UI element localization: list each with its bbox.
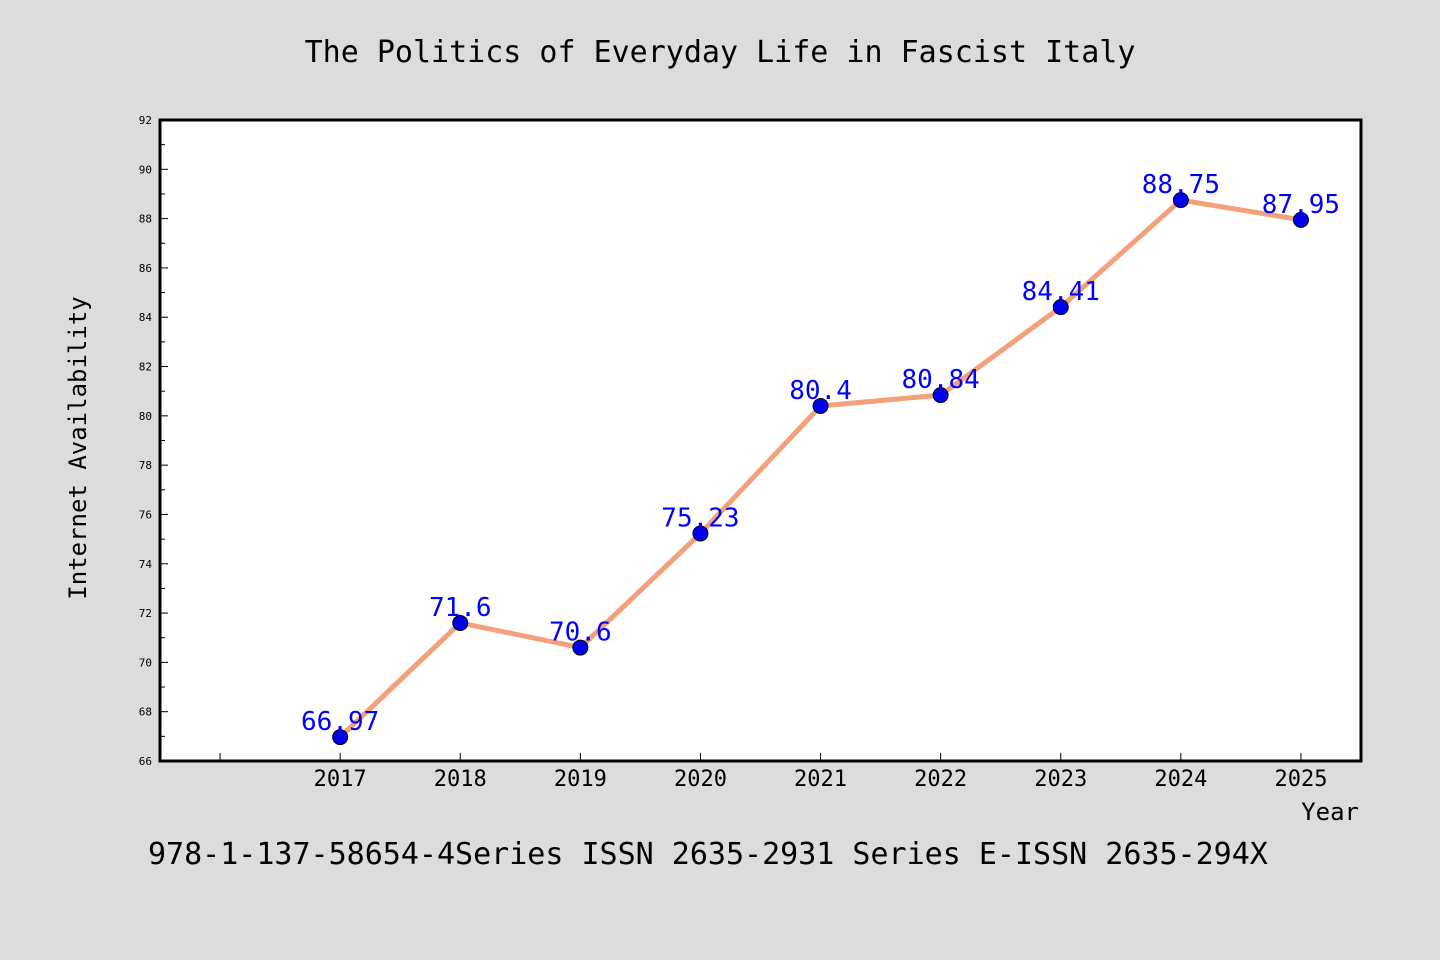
x-tick-label: 2023 (1034, 767, 1087, 792)
x-tick-label: 2017 (314, 767, 367, 792)
y-tick-label: 70 (139, 656, 152, 669)
y-tick-label: 86 (139, 262, 152, 275)
data-point (572, 639, 589, 656)
y-tick-label: 80 (139, 410, 152, 423)
x-tick-label: 2019 (554, 767, 607, 792)
data-point (1052, 299, 1069, 316)
y-tick-label: 84 (139, 311, 153, 324)
data-point (1172, 192, 1189, 209)
data-label: 87.95 (1262, 190, 1340, 220)
y-tick-label: 90 (139, 163, 152, 176)
data-point (332, 729, 349, 746)
y-tick-label: 88 (139, 213, 152, 226)
y-axis-label: Internet Availability (64, 296, 92, 599)
y-axis-ticks: 66 68 70 72 74 76 78 80 82 84 86 88 90 92 (139, 114, 168, 768)
data-label: 88.75 (1142, 170, 1220, 200)
y-tick-label: 92 (139, 114, 152, 127)
data-label: 66.97 (301, 707, 379, 737)
x-axis-ticks: 2017 2018 2019 2020 2021 2022 2023 2024 2025 (219, 753, 1327, 792)
data-point (452, 614, 469, 631)
x-tick-label: 2020 (674, 767, 727, 792)
data-point (812, 397, 829, 414)
y-tick-label: 74 (139, 558, 153, 571)
y-tick-label: 82 (139, 361, 152, 374)
data-label: 70.6 (549, 618, 612, 648)
y-tick-label: 68 (139, 706, 152, 719)
x-axis-label: Year (1301, 798, 1359, 826)
x-tick-label: 2021 (794, 767, 847, 792)
x-tick-label: 2024 (1154, 767, 1207, 792)
x-tick-label: 2018 (434, 767, 487, 792)
data-label: 80.84 (902, 365, 980, 395)
plot-area (160, 120, 1361, 761)
y-tick-label: 66 (139, 755, 152, 768)
data-label: 84.41 (1022, 277, 1100, 307)
x-tick-label: 2025 (1274, 767, 1327, 792)
data-label: 71.6 (429, 593, 492, 623)
y-tick-label: 72 (139, 607, 152, 620)
data-label-layer: 66.97 71.6 70.6 75.23 80.4 80.84 84.41 88.75 87.… (301, 170, 1340, 737)
data-label: 75.23 (661, 503, 739, 533)
data-point (932, 387, 949, 404)
y-tick-label: 78 (139, 459, 152, 472)
footer-isbn-issn: 978-1-137-58654-4Series ISSN 2635-2931 S… (148, 837, 1268, 872)
x-tick-label: 2022 (914, 767, 967, 792)
data-point (692, 525, 709, 542)
data-point (1292, 211, 1309, 228)
chart-title: The Politics of Everyday Life in Fascist… (305, 35, 1136, 70)
marker-layer (332, 192, 1309, 746)
data-label: 80.4 (789, 376, 852, 406)
y-tick-label: 76 (139, 508, 152, 521)
plot-frame (158, 118, 1363, 763)
